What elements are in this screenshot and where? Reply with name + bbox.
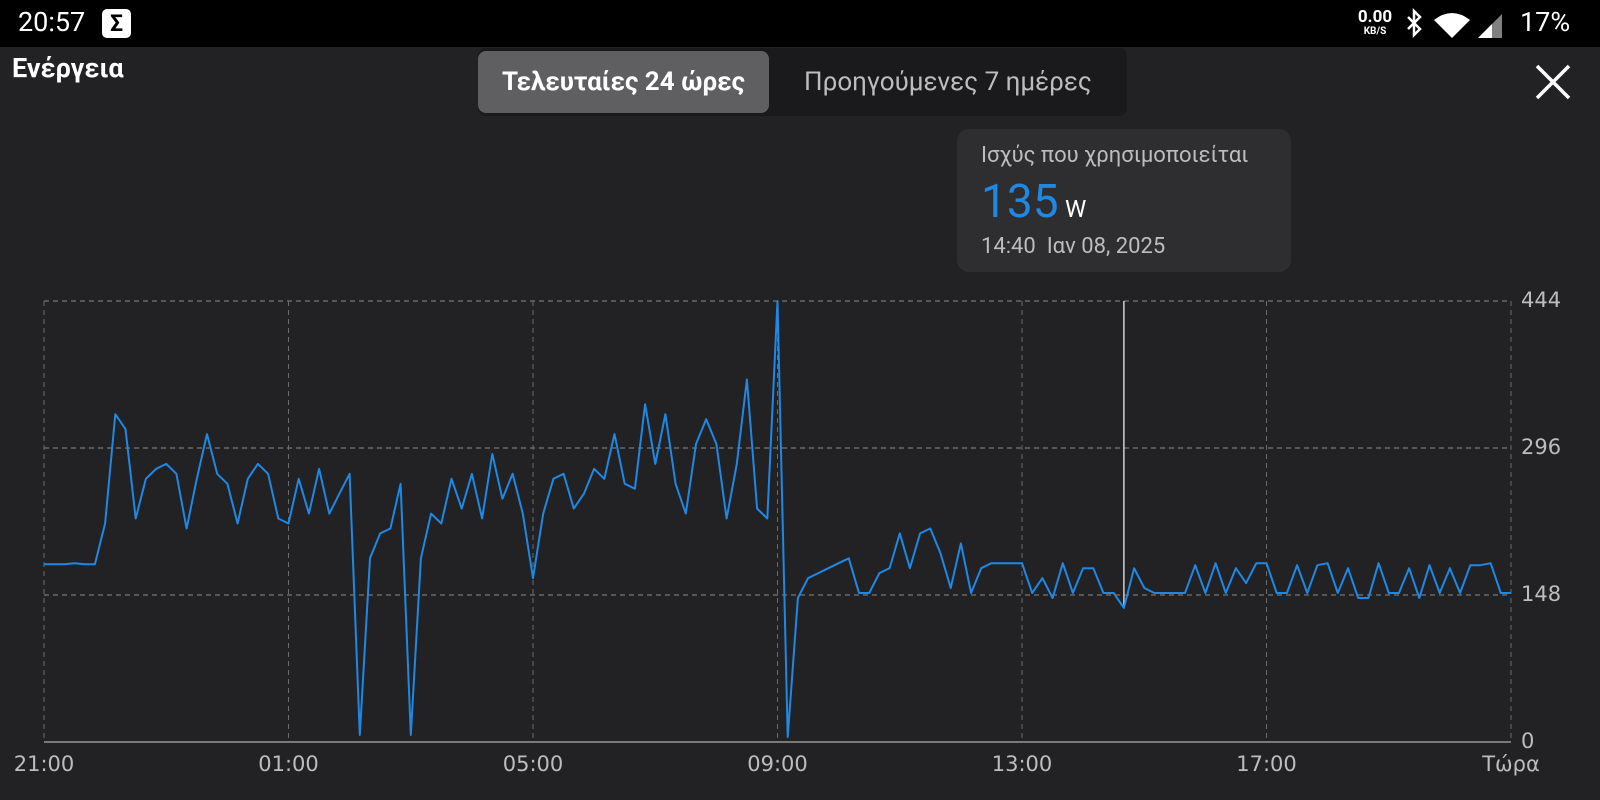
status-bar: 20:57 Σ 0.00 KB/S 17% bbox=[0, 0, 1600, 47]
tooltip-unit: W bbox=[1065, 195, 1087, 223]
battery: 17% bbox=[1520, 6, 1571, 38]
tooltip: Ισχύς που χρησιμοποιείται 135 W 14:40 Ια… bbox=[957, 129, 1291, 272]
page-title: Ενέργεια bbox=[12, 52, 124, 84]
tab-active[interactable]: Τελευταίες 24 ώρες bbox=[478, 51, 769, 113]
x-tick-label: Τώρα bbox=[1481, 752, 1540, 776]
tooltip-title: Ισχύς που χρησιμοποιείται bbox=[981, 143, 1249, 168]
close-button[interactable] bbox=[1534, 63, 1572, 101]
tab-bar: Τελευταίες 24 ώρες Προηγούμενες 7 ημέρες bbox=[478, 48, 1127, 116]
app-icon: Σ bbox=[102, 9, 131, 38]
data-line bbox=[44, 300, 1511, 738]
y-tick-label: 0 bbox=[1521, 729, 1534, 753]
y-tick-label: 296 bbox=[1521, 435, 1561, 459]
x-tick-label: 09:00 bbox=[747, 752, 808, 776]
x-tick-label: 01:00 bbox=[258, 752, 319, 776]
signal-level bbox=[1478, 24, 1492, 38]
tooltip-value: 135 bbox=[981, 175, 1059, 229]
bluetooth-icon bbox=[1407, 8, 1422, 39]
y-tick-label: 148 bbox=[1521, 582, 1561, 606]
net-speed: 0.00 bbox=[1357, 7, 1393, 27]
clock: 20:57 bbox=[18, 6, 86, 38]
x-tick-label: 17:00 bbox=[1236, 752, 1297, 776]
tooltip-time: 14:40 Ιαν 08, 2025 bbox=[981, 234, 1166, 259]
wifi-icon bbox=[1434, 13, 1470, 38]
status-icons bbox=[1407, 8, 1502, 39]
x-tick-label: 13:00 bbox=[992, 752, 1053, 776]
x-tick-label: 05:00 bbox=[503, 752, 564, 776]
y-tick-label: 444 bbox=[1521, 288, 1561, 312]
net-unit: KB/S bbox=[1363, 26, 1387, 37]
close-icon bbox=[1535, 64, 1571, 100]
tab[interactable]: Προηγούμενες 7 ημέρες bbox=[804, 67, 1092, 97]
x-tick-label: 21:00 bbox=[14, 752, 75, 776]
